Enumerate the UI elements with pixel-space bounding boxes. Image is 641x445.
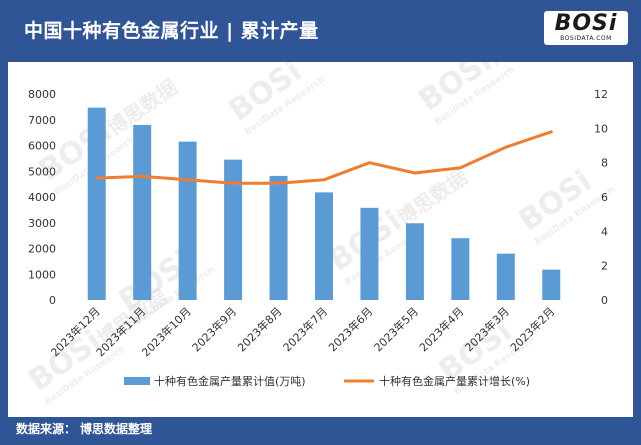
right-tick-label: 10	[594, 122, 608, 135]
header: 中国十种有色金属行业 | 累计产量 BOSi BOSIDATA.COM	[0, 0, 641, 62]
bar	[360, 207, 379, 300]
footer: 数据来源： 博思数据整理	[16, 420, 152, 437]
legend-swatch-bar	[124, 377, 150, 385]
left-tick-label: 5000	[28, 165, 56, 178]
bar-series	[87, 107, 561, 301]
legend-label-bar: 十种有色金属产量累计值(万吨)	[154, 374, 306, 388]
bosi-logo: BOSi BOSIDATA.COM	[544, 11, 628, 45]
right-tick-label: 2	[601, 260, 608, 273]
x-tick-label: 2023年8月	[234, 304, 284, 354]
left-tick-label: 1000	[28, 268, 56, 281]
left-tick-label: 7000	[28, 114, 56, 127]
right-axis: 0 2 4 6 8 10 12	[594, 88, 608, 307]
left-tick-label: 8000	[28, 88, 56, 101]
bar	[269, 175, 288, 300]
left-tick-label: 4000	[28, 191, 56, 204]
page-title: 中国十种有色金属行业 | 累计产量	[24, 20, 319, 42]
right-tick-label: 6	[601, 191, 608, 204]
line-series	[95, 130, 553, 185]
chart-panel: BOSi BosiData Research 博思数据 BOSi BosiData Re…	[8, 5, 633, 417]
source-value: 博思数据整理	[80, 422, 153, 436]
x-tick-label: 2023年2月	[507, 304, 557, 354]
x-tick-label: 2023年6月	[325, 304, 375, 354]
bar	[542, 269, 561, 300]
x-tick-label: 2023年7月	[280, 304, 330, 354]
x-tick-label: 2023年9月	[189, 304, 239, 354]
left-axis: 0 1000 2000 3000 4000 5000 6000 7000 8000	[28, 88, 56, 307]
right-tick-label: 8	[601, 157, 608, 170]
logo-text: BOSi	[554, 11, 618, 36]
legend-label-line: 十种有色金属产量累计增长(%)	[379, 374, 530, 388]
logo-subtext: BOSIDATA.COM	[560, 35, 612, 42]
left-tick-label: 3000	[28, 217, 56, 230]
bar	[178, 141, 197, 300]
right-tick-label: 12	[594, 88, 608, 101]
legend: 十种有色金属产量累计值(万吨) 十种有色金属产量累计增长(%)	[124, 374, 530, 388]
source-label: 数据来源：	[16, 422, 77, 436]
growth-line	[95, 130, 553, 185]
bar	[451, 238, 470, 300]
left-tick-label: 0	[49, 294, 56, 307]
watermark-cn: 博思数据	[483, 62, 562, 70]
bar	[224, 159, 243, 300]
bar	[496, 253, 515, 300]
right-tick-label: 4	[601, 225, 608, 238]
left-tick-label: 2000	[28, 243, 56, 256]
watermark-cn: 博思数据	[393, 165, 472, 231]
bar	[315, 192, 333, 300]
bar	[133, 124, 152, 301]
right-tick-label: 0	[601, 294, 608, 307]
bar	[405, 223, 424, 300]
bar	[87, 107, 106, 301]
x-tick-label: 2023年5月	[371, 304, 421, 354]
left-tick-label: 6000	[28, 140, 56, 153]
